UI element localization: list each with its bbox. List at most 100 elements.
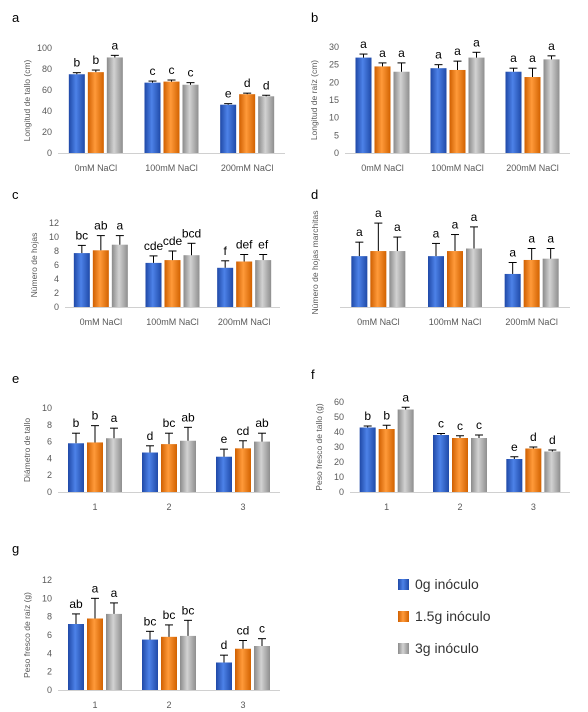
bar [106, 438, 122, 492]
significance-label: c [438, 417, 444, 431]
bar [106, 57, 123, 154]
bar [544, 451, 561, 492]
y-tick-label: 2 [54, 288, 59, 298]
significance-label: a [379, 46, 386, 60]
bar [92, 250, 109, 307]
y-tick-label: 4 [47, 648, 52, 658]
y-tick-label: 6 [54, 260, 59, 270]
bar [430, 68, 447, 153]
significance-label: bc [163, 416, 176, 430]
bar [183, 255, 200, 307]
significance-label: a [375, 206, 382, 220]
y-tick-label: 5 [334, 130, 339, 140]
y-tick-label: 100 [37, 43, 52, 53]
x-tick-label: 0mM NaCl [80, 317, 123, 327]
bar [505, 71, 522, 153]
legend-label: 1.5g inóculo [415, 608, 491, 624]
bar [73, 253, 90, 307]
bar [370, 251, 387, 307]
significance-label: a [360, 37, 367, 51]
y-tick-label: 50 [334, 412, 344, 422]
y-tick-label: 0 [334, 148, 339, 158]
significance-label: c [259, 622, 265, 636]
y-tick-label: 60 [42, 85, 52, 95]
panel-letter: g [12, 541, 19, 556]
y-axis-label: Peso fresco de tallo (g) [314, 403, 324, 491]
significance-label: ab [94, 219, 108, 233]
x-tick-label: 3 [531, 502, 536, 512]
significance-label: a [471, 210, 478, 224]
significance-label: cd [237, 424, 250, 438]
bar [255, 260, 272, 307]
significance-label: ab [255, 416, 269, 430]
panel-letter: d [311, 187, 318, 202]
bar [164, 260, 181, 307]
y-tick-label: 2 [47, 470, 52, 480]
y-tick-label: 0 [47, 148, 52, 158]
bar [180, 635, 196, 690]
y-axis-label: Longitud de tallo (cm) [22, 59, 32, 141]
x-tick-label: 100mM NaCl [429, 317, 482, 327]
bar [217, 267, 234, 307]
y-tick-label: 4 [47, 453, 52, 463]
bar [68, 443, 84, 492]
significance-label: ab [181, 410, 195, 424]
bar [542, 258, 559, 307]
bar [506, 459, 523, 492]
bar [142, 452, 158, 492]
bar [355, 57, 372, 153]
significance-label: a [394, 220, 401, 234]
panel-f: f 0 10 20 30 40 50 60 Peso fresco de tallo (g) 1 b… [311, 367, 570, 512]
legend-item: 0g inóculo [398, 576, 479, 592]
significance-label: f [223, 244, 227, 258]
legend-swatch [398, 643, 409, 654]
y-tick-label: 30 [334, 442, 344, 452]
y-tick-label: 40 [334, 427, 344, 437]
y-tick-label: 12 [42, 575, 52, 585]
legend-label: 3g inóculo [415, 640, 479, 656]
bar [254, 441, 270, 492]
y-tick-label: 10 [49, 232, 59, 242]
x-tick-label: 200mM NaCl [221, 163, 274, 173]
panel-letter: f [311, 367, 315, 382]
bar [220, 104, 237, 153]
panel-letter: b [311, 10, 318, 25]
bar [504, 273, 521, 307]
bar [161, 636, 177, 690]
bar [235, 648, 251, 690]
bar [428, 256, 444, 307]
x-tick-label: 100mM NaCl [145, 163, 198, 173]
panel-letter: e [12, 371, 19, 386]
bar [68, 624, 84, 690]
significance-label: a [116, 219, 123, 233]
panel-a: a 0 20 40 60 80 100 Longitud de tallo (cm) 0mM N… [12, 10, 285, 173]
significance-label: d [263, 78, 270, 92]
y-tick-label: 6 [47, 630, 52, 640]
significance-label: bc [163, 608, 176, 622]
y-tick-label: 10 [42, 593, 52, 603]
significance-label: a [111, 411, 118, 425]
significance-label: d [244, 76, 251, 90]
bar [397, 409, 414, 492]
y-tick-label: 6 [47, 437, 52, 447]
bar [106, 613, 122, 690]
y-tick-label: 60 [334, 397, 344, 407]
x-tick-label: 3 [240, 700, 245, 710]
x-tick-label: 0mM NaCl [75, 163, 118, 173]
significance-label: a [529, 51, 536, 65]
bar [236, 261, 253, 307]
significance-label: cd [237, 624, 250, 638]
significance-label: b [364, 409, 371, 423]
significance-label: def [236, 238, 253, 252]
bar [87, 72, 104, 153]
bar [471, 438, 487, 492]
significance-label: c [188, 66, 194, 80]
significance-label: a [548, 39, 555, 53]
y-tick-label: 30 [329, 42, 339, 52]
bar [468, 57, 485, 153]
significance-label: a [547, 232, 554, 246]
significance-label: a [402, 390, 409, 404]
bar [145, 262, 162, 307]
